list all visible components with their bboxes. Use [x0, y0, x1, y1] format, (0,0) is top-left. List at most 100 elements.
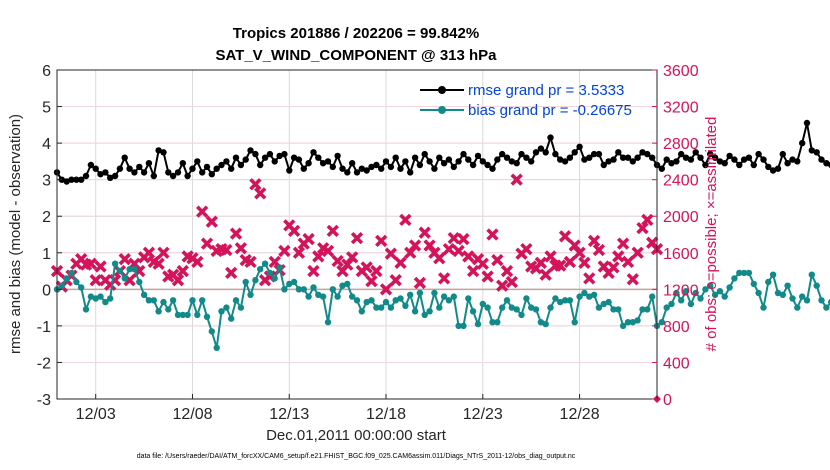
- rmse-point: [740, 156, 748, 163]
- bias-point: [769, 271, 777, 278]
- bias-point: [218, 308, 225, 315]
- rmse-point: [228, 165, 235, 172]
- bias-point: [92, 295, 99, 302]
- bias-point: [528, 304, 535, 311]
- rmse-point: [605, 158, 612, 165]
- rmse-point: [450, 163, 457, 171]
- bias-point: [552, 295, 559, 302]
- bias-point: [237, 304, 245, 311]
- bias-point: [794, 304, 801, 311]
- rmse-point: [469, 161, 477, 169]
- obs-point: [592, 243, 606, 257]
- obs-point: [225, 266, 238, 280]
- bias-point: [397, 295, 404, 302]
- rmse-point: [131, 169, 138, 176]
- rmse-point: [528, 158, 535, 165]
- bias-point: [716, 288, 724, 295]
- bias-point: [740, 269, 748, 277]
- rmse-point: [803, 119, 811, 127]
- bias-point: [566, 297, 574, 304]
- bias-point: [682, 288, 690, 295]
- rmse-point: [518, 150, 525, 158]
- bias-point: [78, 284, 85, 291]
- rmse-point: [479, 158, 486, 165]
- obs-point: [587, 234, 601, 248]
- x-tick-label: 12/13: [269, 406, 309, 423]
- y2-tick-label: 1200: [663, 282, 699, 299]
- rmse-point: [818, 156, 825, 163]
- obs-point: [462, 250, 475, 263]
- bias-point: [203, 313, 211, 320]
- rmse-point: [586, 154, 593, 161]
- rmse-point: [199, 169, 206, 176]
- rmse-point: [557, 156, 564, 163]
- bias-point: [455, 322, 462, 330]
- rmse-point: [769, 167, 777, 174]
- rmse-point: [319, 160, 327, 167]
- bias-point: [353, 297, 361, 304]
- rmse-point: [242, 156, 249, 163]
- bias-point: [97, 293, 104, 300]
- rmse-point: [266, 150, 274, 158]
- bias-point: [513, 306, 520, 313]
- obs-point: [176, 264, 189, 278]
- footer-data-file: data file: /Users/raeder/DAI/ATM_forcXX/…: [137, 453, 576, 460]
- rmse-point: [194, 158, 201, 165]
- bias-point: [411, 308, 419, 315]
- rmse-point: [600, 161, 607, 169]
- obs-point: [171, 274, 185, 287]
- bias-point: [639, 306, 646, 313]
- x-tick-label: 12/03: [76, 406, 116, 423]
- rmse-point: [799, 139, 806, 147]
- bias-point: [276, 264, 283, 271]
- obs-point: [152, 257, 165, 270]
- chart-title: Tropics 201886 / 202206 = 99.842%: [233, 25, 479, 42]
- y2-tick-label: 1600: [663, 246, 699, 263]
- bias-point: [373, 304, 380, 311]
- rmse-point: [373, 161, 380, 169]
- axes-box: [56, 69, 658, 400]
- bias-point: [465, 295, 472, 302]
- rmse-point: [402, 158, 409, 165]
- obs-point: [307, 264, 320, 278]
- rmse-point: [765, 163, 772, 171]
- rmse-point: [755, 150, 762, 158]
- rmse-point: [624, 154, 632, 161]
- bias-point: [542, 320, 549, 328]
- bias-point: [494, 319, 501, 326]
- bias-point: [479, 300, 486, 308]
- obs-point: [612, 250, 625, 263]
- rmse-point: [813, 149, 820, 156]
- rmse-point: [707, 150, 714, 158]
- obs-point: [544, 250, 557, 263]
- bias-point: [823, 304, 830, 311]
- bias-point: [247, 291, 254, 298]
- rmse-point: [639, 149, 646, 156]
- rmse-point: [126, 165, 133, 172]
- rmse-point: [615, 149, 622, 156]
- bias-point: [140, 291, 148, 298]
- bias-point: [818, 297, 825, 304]
- rmse-point: [334, 152, 341, 160]
- rmse-point: [561, 158, 569, 165]
- rmse-point: [97, 171, 104, 178]
- obs-point: [244, 255, 257, 269]
- rmse-point: [111, 172, 119, 180]
- bias-point: [257, 266, 264, 273]
- rmse-point: [576, 143, 583, 150]
- obs-point: [413, 276, 427, 290]
- y2-tick-label: 2800: [663, 136, 699, 153]
- bias-point: [803, 297, 811, 304]
- bias-point: [721, 293, 728, 300]
- rmse-point: [237, 161, 245, 169]
- obs-point: [466, 264, 480, 278]
- chart-subtitle: SAT_V_WIND_COMPONENT @ 313 hPa: [215, 47, 497, 64]
- bias-point: [765, 278, 772, 286]
- x-tick-label: 12/28: [560, 406, 600, 423]
- rmse-point: [300, 165, 307, 172]
- bias-point: [736, 269, 743, 277]
- obs-point: [200, 237, 214, 250]
- obs-point: [636, 221, 649, 235]
- y-tick-label: 3: [42, 173, 51, 190]
